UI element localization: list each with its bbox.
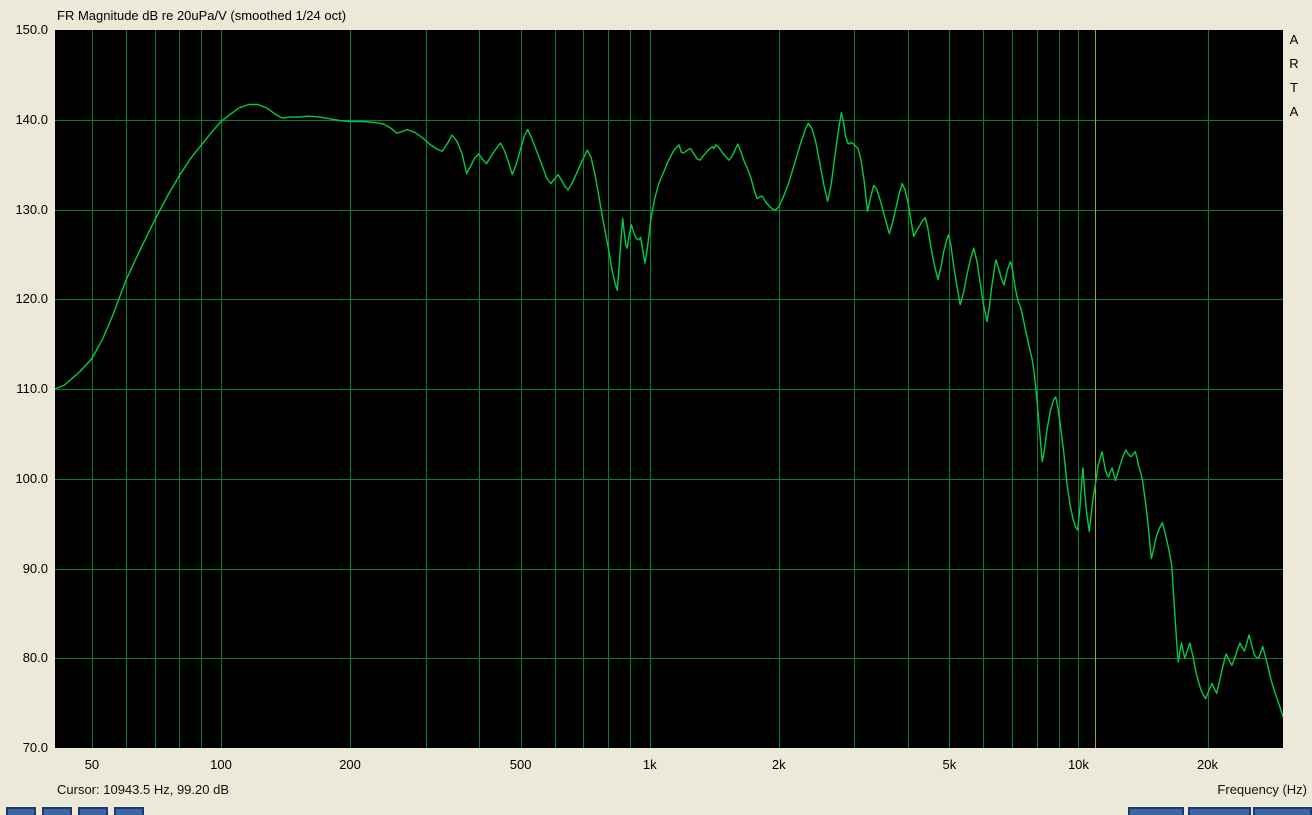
plot-area[interactable] (55, 30, 1283, 748)
x-tick-label: 10k (1067, 757, 1089, 772)
arta-logo-letter: A (1289, 32, 1299, 47)
x-tick-label: 500 (509, 757, 532, 772)
partial-toolbar-button[interactable] (6, 807, 36, 815)
partial-toolbar-button[interactable] (1128, 807, 1184, 815)
cursor-readout: Cursor: 10943.5 Hz, 99.20 dB (57, 782, 229, 797)
fr-magnitude-curve-plot[interactable] (55, 30, 1283, 748)
partial-toolbar-button[interactable] (114, 807, 144, 815)
chart-title: FR Magnitude dB re 20uPa/V (smoothed 1/2… (57, 8, 347, 23)
arta-logo-letter: T (1290, 80, 1298, 95)
arta-logo-letter: R (1289, 56, 1299, 71)
x-tick-label: 2k (771, 757, 786, 772)
partial-toolbar-button[interactable] (1188, 807, 1251, 815)
x-tick-label: 200 (339, 757, 361, 772)
x-tick-label: 20k (1197, 757, 1218, 772)
arta-logo-letter: A (1289, 104, 1299, 119)
x-tick-label: 5k (942, 757, 957, 772)
partial-toolbar-button[interactable] (1253, 807, 1312, 815)
fr-magnitude-curve (55, 103, 1283, 717)
y-tick-label: 120.0 (15, 291, 48, 307)
y-tick-label: 110.0 (16, 381, 48, 396)
x-tick-label: 50 (84, 757, 100, 772)
x-tick-label: 100 (210, 757, 232, 772)
y-tick-label: 100.0 (15, 470, 48, 486)
x-axis-title: Frequency (Hz) (1217, 782, 1307, 797)
x-tick-label: 1k (642, 757, 657, 772)
y-tick-label: 150.0 (15, 22, 48, 37)
y-tick-label: 140.0 (15, 111, 48, 127)
y-tick-label: 70.0 (22, 740, 48, 755)
partial-toolbar-button[interactable] (42, 807, 72, 815)
y-tick-label: 80.0 (22, 650, 48, 666)
partial-toolbar-button[interactable] (78, 807, 108, 815)
y-tick-label: 90.0 (22, 560, 48, 576)
y-tick-label: 130.0 (15, 201, 48, 217)
